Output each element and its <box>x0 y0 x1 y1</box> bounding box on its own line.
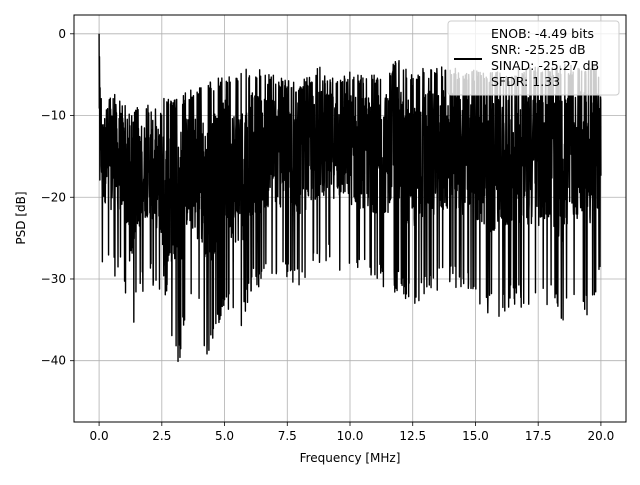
legend: ENOB: -4.49 bits SNR: -25.25 dB SINAD: -… <box>447 20 620 96</box>
legend-line-sinad: SINAD: -25.27 dB <box>491 58 599 73</box>
x-tick-label: 7.5 <box>278 429 297 443</box>
y-axis-label: PSD [dB] <box>14 191 28 244</box>
psd-series-line <box>98 33 602 363</box>
y-tick-label: −40 <box>41 354 66 368</box>
x-axis-label: Frequency [MHz] <box>300 451 401 465</box>
legend-line-sfdr: SFDR: 1.33 <box>491 74 560 89</box>
legend-line-snr: SNR: -25.25 dB <box>491 42 586 57</box>
x-tick-label: 15.0 <box>462 429 489 443</box>
x-tick-label: 17.5 <box>525 429 552 443</box>
legend-line-enob: ENOB: -4.49 bits <box>491 26 594 41</box>
x-tick-label: 2.5 <box>152 429 171 443</box>
x-tick-label: 12.5 <box>399 429 426 443</box>
x-axis-ticks: 0.0 2.5 5.0 7.5 10.0 12.5 15.0 17.5 20.0 <box>90 422 615 443</box>
x-tick-label: 10.0 <box>337 429 364 443</box>
x-tick-label: 0.0 <box>90 429 109 443</box>
y-tick-label: −10 <box>41 109 66 123</box>
y-axis-ticks: 0 −10 −20 −30 −40 <box>41 27 74 368</box>
series-layer <box>98 33 602 363</box>
y-tick-label: −30 <box>41 272 66 286</box>
x-tick-label: 5.0 <box>215 429 234 443</box>
y-tick-label: −20 <box>41 190 66 204</box>
legend-box <box>447 20 620 96</box>
y-tick-label: 0 <box>58 27 66 41</box>
x-tick-label: 20.0 <box>588 429 615 443</box>
